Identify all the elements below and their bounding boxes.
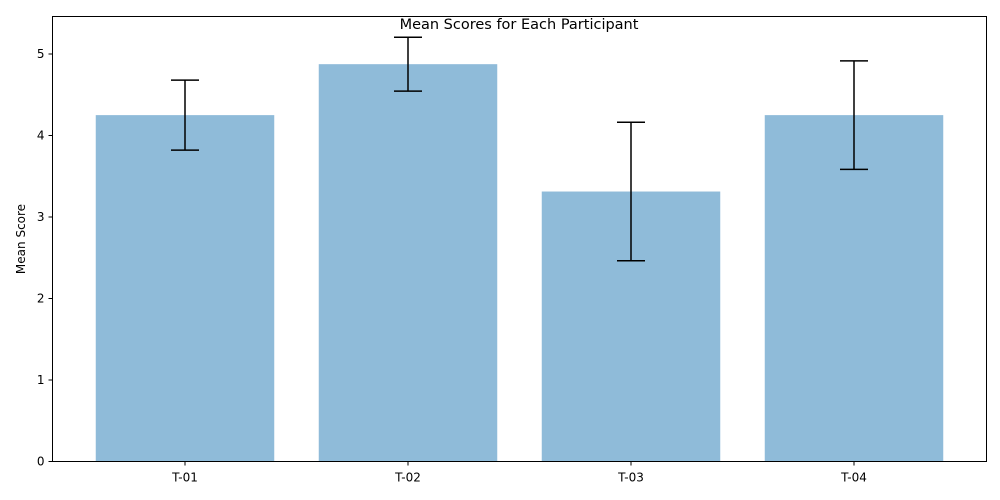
bar-t-02	[318, 64, 498, 462]
y-axis-title: Mean Score	[14, 204, 28, 274]
x-tick-label-t-04: T-04	[840, 471, 867, 485]
x-tick-label-t-02: T-02	[394, 471, 421, 485]
chart-title: Mean Scores for Each Participant	[400, 17, 639, 33]
y-tick-label: 0	[37, 455, 45, 469]
bars-group	[95, 64, 944, 462]
x-axis-ticks: T-01 T-02 T-03 T-04	[171, 461, 867, 485]
error-bars-group	[171, 36, 868, 262]
x-tick-label-t-03: T-03	[617, 471, 644, 485]
plot-frame	[52, 16, 987, 462]
y-tick-label: 1	[37, 373, 45, 387]
bar-t-04	[764, 115, 944, 462]
y-tick-label: 5	[37, 47, 45, 61]
y-tick-label: 3	[37, 210, 45, 224]
y-axis-ticks: 0 1 2 3 4 5	[37, 47, 53, 469]
y-tick-label: 4	[37, 128, 45, 142]
x-tick-label-t-01: T-01	[171, 471, 198, 485]
bar-t-01	[95, 115, 275, 462]
y-tick-label: 2	[37, 291, 45, 305]
